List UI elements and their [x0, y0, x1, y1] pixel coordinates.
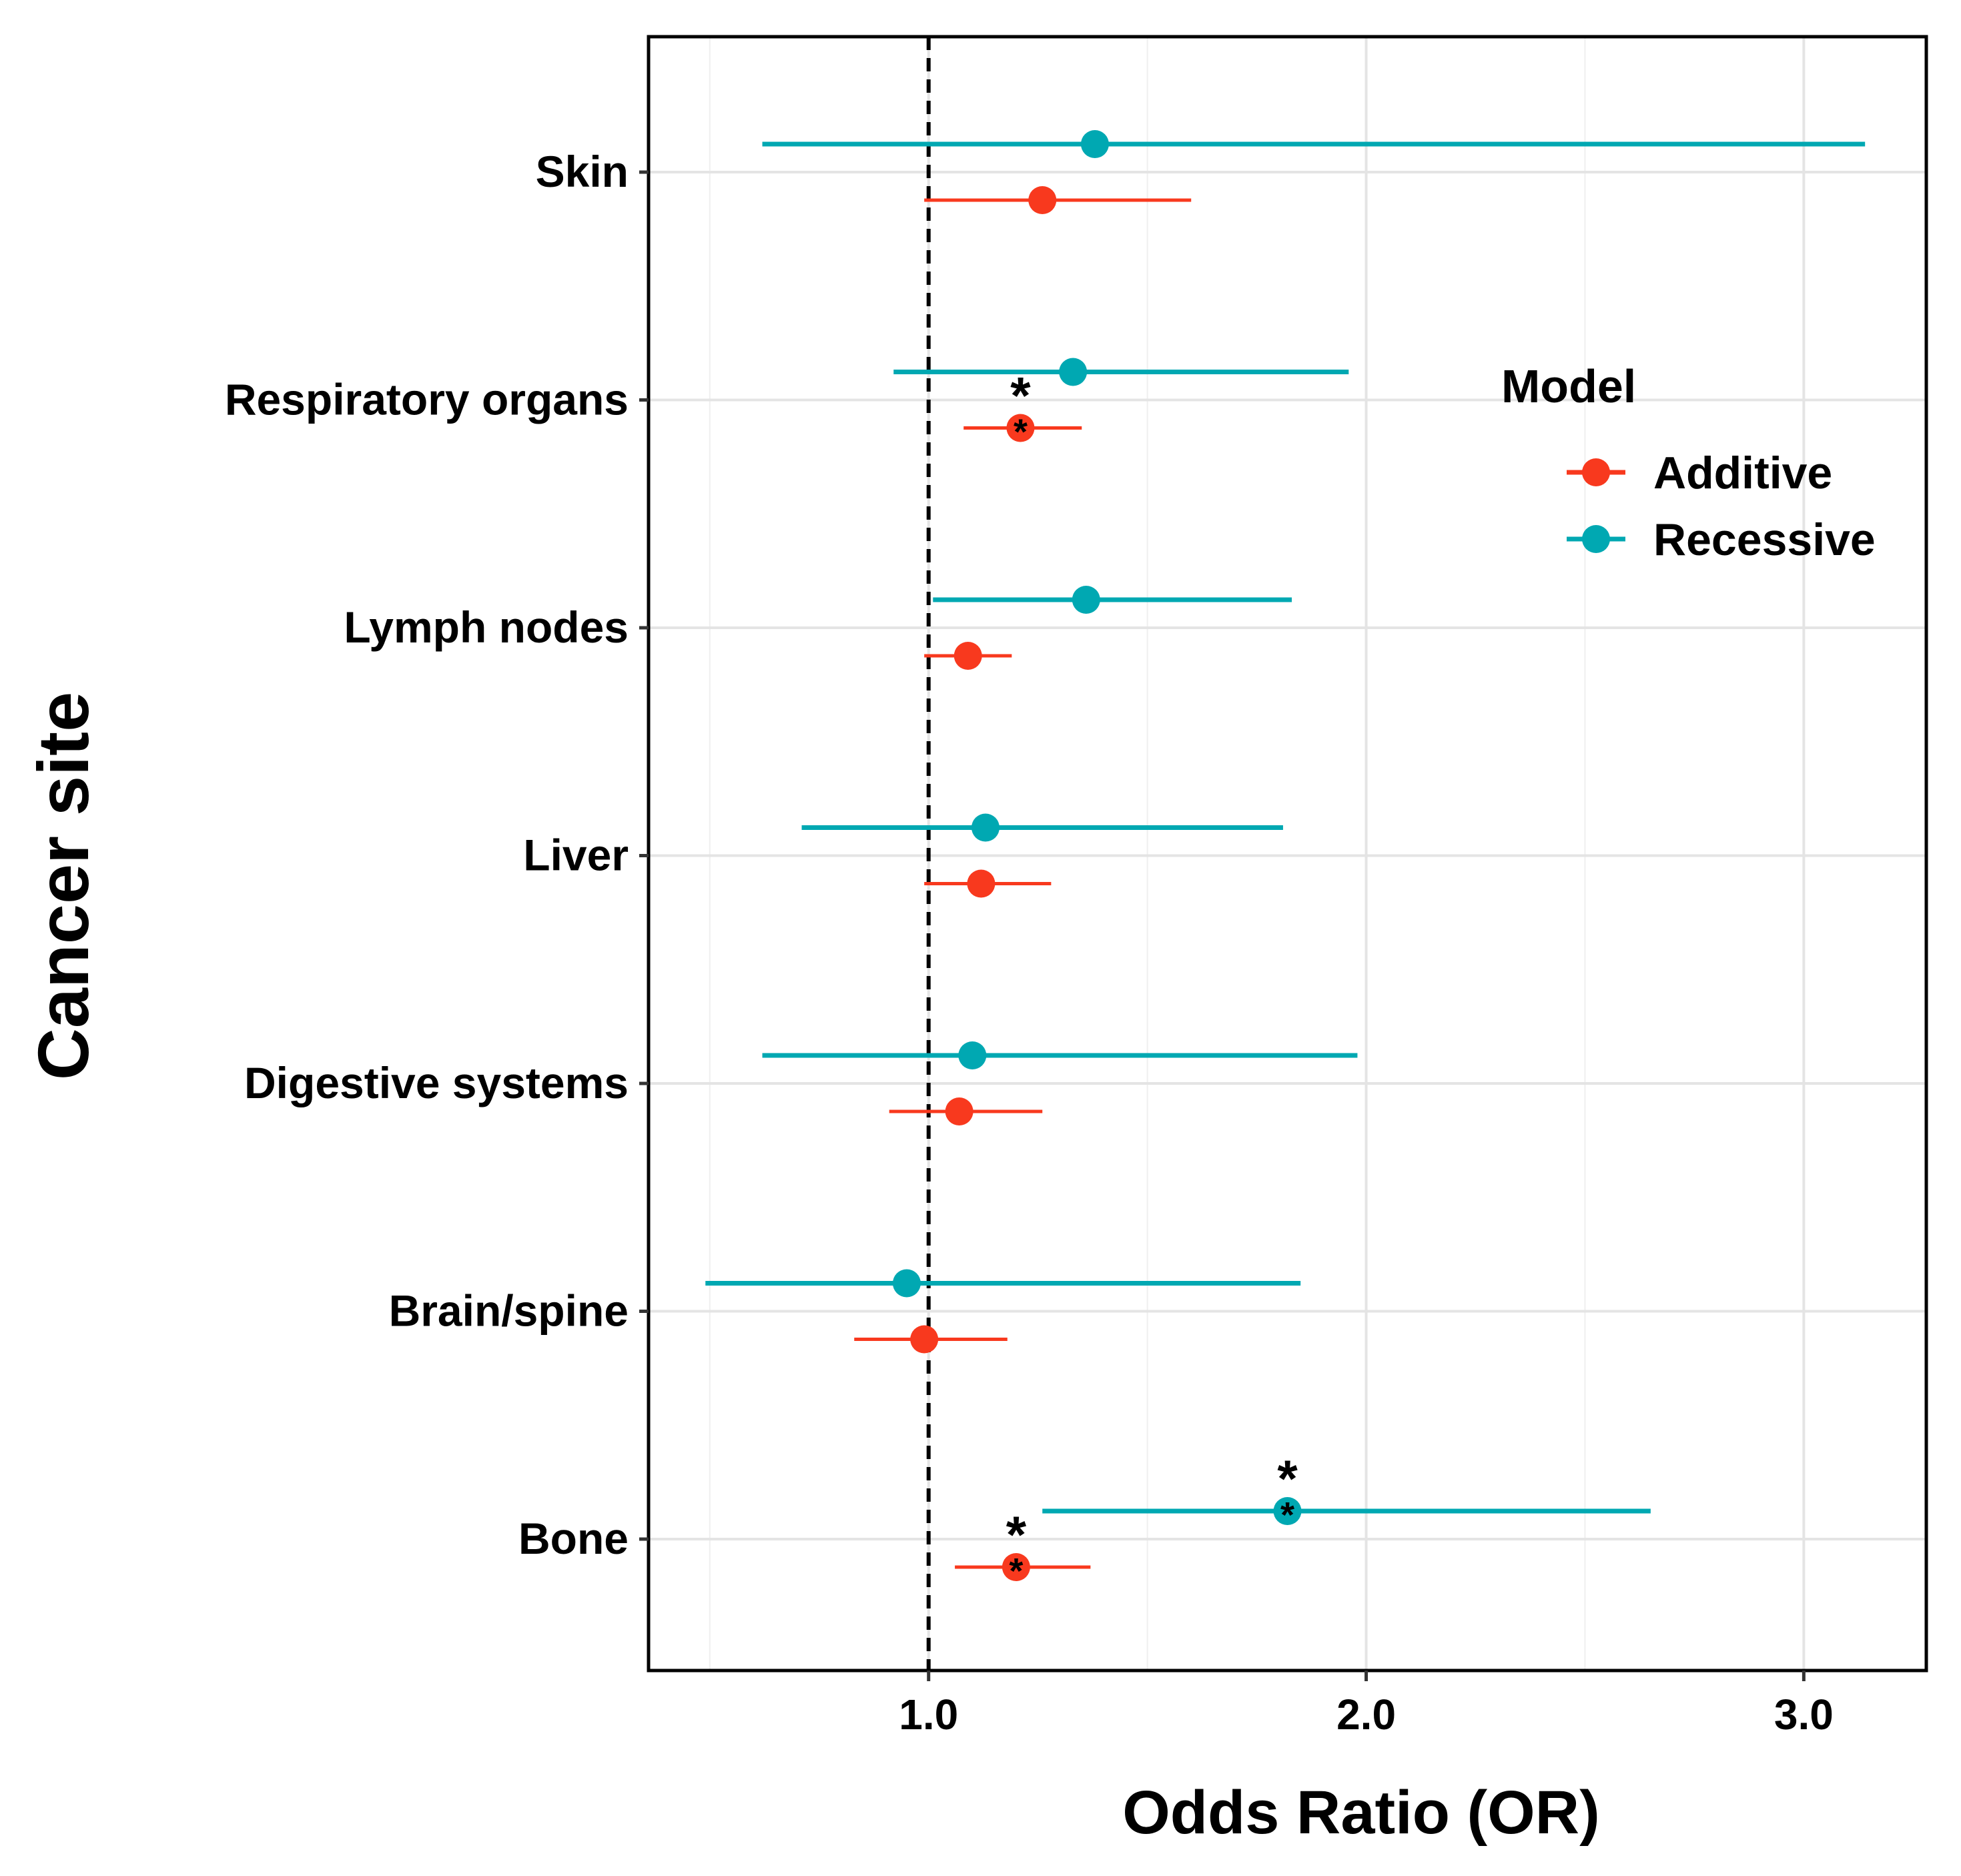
- or-point: [892, 1269, 921, 1298]
- or-point: [1002, 1553, 1030, 1581]
- significance-asterisk: *: [1277, 1449, 1298, 1508]
- significance-asterisk: *: [1010, 366, 1031, 425]
- series-additive: ****: [854, 186, 1192, 1591]
- y-tick-label: Bone: [518, 1514, 629, 1563]
- or-point: [945, 1097, 973, 1125]
- grid-lines: [649, 37, 1926, 1671]
- legend-title: Model: [1501, 360, 1636, 412]
- legend-item-recessive: Recessive: [1567, 514, 1876, 565]
- significance-asterisk-on-point: *: [1009, 1551, 1023, 1591]
- y-axis-title: Cancer site: [23, 692, 103, 1080]
- or-point: [1273, 1497, 1302, 1525]
- y-tick-label: Liver: [523, 831, 629, 880]
- or-point: [1059, 358, 1088, 386]
- plot-panel-border: [647, 35, 1928, 1673]
- or-point: [1028, 186, 1057, 214]
- or-point: [1006, 414, 1035, 442]
- significance-asterisk: *: [1006, 1505, 1027, 1564]
- y-tick-label: Brain/spine: [389, 1286, 629, 1336]
- y-axis: Skin Respiratory organs Lymph nodes Liver Di…: [225, 147, 649, 1563]
- legend-item-additive: Additive: [1567, 448, 1832, 498]
- significance-asterisk-on-point: *: [1280, 1495, 1294, 1535]
- legend-label: Recessive: [1653, 514, 1876, 565]
- x-axis-title: Odds Ratio (OR): [1122, 1779, 1600, 1847]
- x-tick-label: 2.0: [1336, 1691, 1396, 1739]
- series-recessive: **: [705, 130, 1866, 1535]
- x-tick-label: 3.0: [1774, 1691, 1834, 1739]
- y-tick-label: Lymph nodes: [344, 602, 629, 652]
- y-tick-label: Skin: [536, 147, 629, 196]
- significance-asterisk-on-point: *: [1014, 412, 1028, 452]
- x-axis: 1.0 2.0 3.0: [899, 1671, 1834, 1739]
- or-point: [953, 642, 982, 670]
- legend-label: Additive: [1653, 448, 1832, 498]
- or-point: [971, 813, 1000, 842]
- y-tick-label: Respiratory organs: [225, 375, 629, 424]
- or-point: [967, 869, 996, 898]
- legend-key-point: [1582, 458, 1610, 486]
- or-point: [958, 1041, 987, 1069]
- or-point: [1072, 586, 1100, 614]
- y-tick-label: Digestive systems: [244, 1058, 629, 1107]
- series-layer: ******: [705, 130, 1866, 1591]
- legend-entries: Additive Recessive: [1567, 448, 1876, 565]
- legend-key-point: [1582, 525, 1610, 553]
- legend: Model Additive Recessive: [1501, 360, 1876, 565]
- or-point: [1080, 130, 1109, 158]
- or-point: [910, 1325, 939, 1354]
- x-tick-label: 1.0: [899, 1691, 958, 1739]
